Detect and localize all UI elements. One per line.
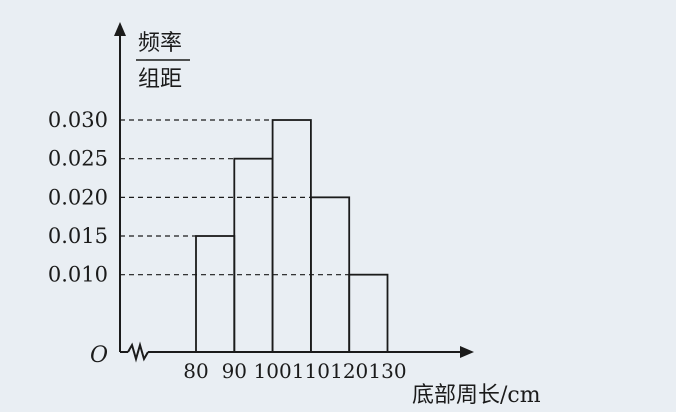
x-tick-label: 100 [254, 359, 292, 383]
x-tick-label: 110 [292, 359, 330, 383]
axis-break-mark [127, 341, 149, 363]
y-tick-label: 0.025 [48, 147, 108, 171]
origin-label: O [90, 343, 108, 368]
histogram-bars [195, 119, 389, 353]
y-tick-label: 0.020 [48, 185, 108, 209]
y-axis-label-numerator: 频率 [138, 31, 182, 56]
histogram-bar [348, 273, 389, 353]
y-tick-labels: 0.030 0.025 0.020 0.015 0.010 [48, 108, 108, 287]
x-tick-label: 120 [330, 359, 368, 383]
x-axis-label: 底部周长/cm [412, 383, 541, 408]
x-tick-label: 80 [183, 359, 208, 383]
x-tick-label: 130 [368, 359, 406, 383]
x-tick-label: 90 [222, 359, 247, 383]
y-tick-label: 0.030 [48, 108, 108, 132]
y-tick-label: 0.015 [48, 224, 108, 248]
y-tick-label: 0.010 [48, 263, 108, 287]
y-axis-arrow [114, 22, 126, 36]
x-axis-arrow [460, 346, 474, 358]
y-axis-label-denominator: 组距 [138, 67, 182, 92]
x-tick-labels: 80 90 100 110 120 130 [183, 359, 406, 383]
